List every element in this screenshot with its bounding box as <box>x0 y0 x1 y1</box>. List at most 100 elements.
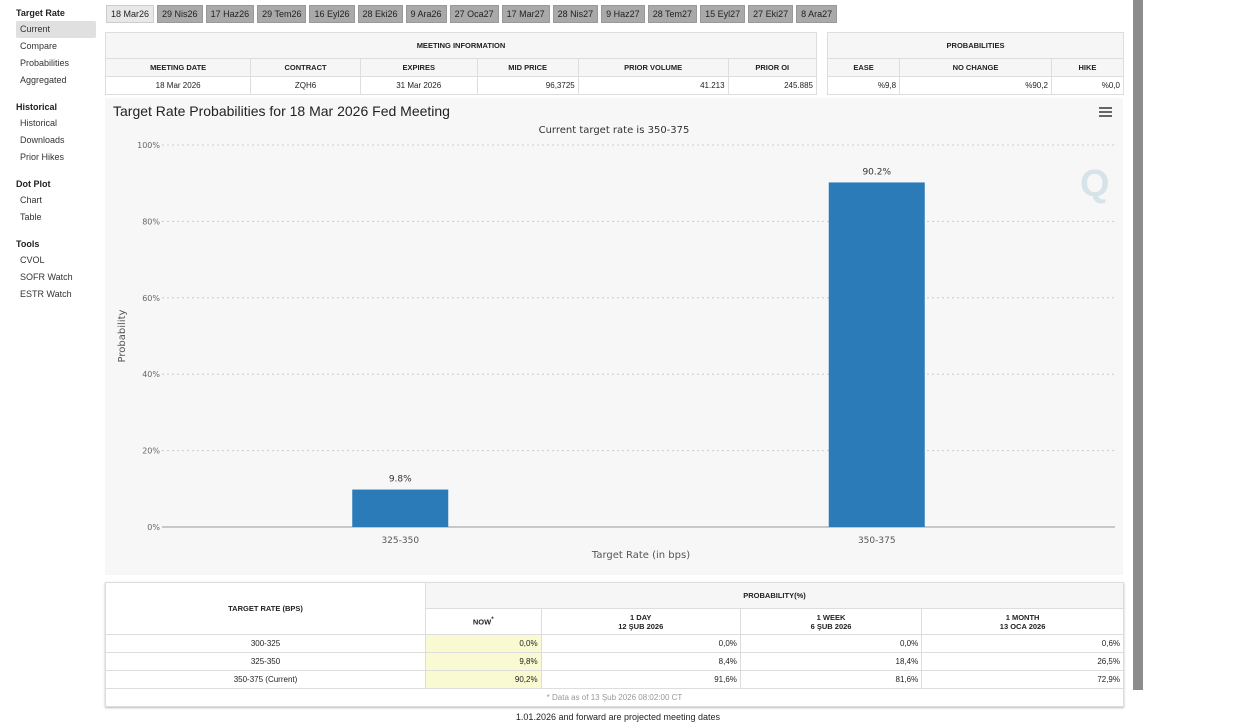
tab-meeting[interactable]: 28 Nis27 <box>552 5 599 23</box>
sidebar-heading: Dot Plot <box>16 179 51 189</box>
period-header: 1 DAY 12 ŞUB 2026 <box>540 608 741 635</box>
y-tick-label: 60% <box>142 294 160 303</box>
tab-meeting[interactable]: 17 Mar27 <box>501 5 550 23</box>
tab-meeting[interactable]: 16 Eyl26 <box>309 5 355 23</box>
tab-meeting[interactable]: 18 Mar26 <box>106 5 155 23</box>
table-row: 325-350 9,8% 8,4% 18,4% 26,5% <box>105 652 1124 671</box>
table-row: 350-375 (Current) 90,2% 91,6% 81,6% 72,9% <box>105 670 1124 689</box>
data-label: 90.2% <box>862 167 891 177</box>
tab-meeting[interactable]: 8 Ara27 <box>796 5 838 23</box>
sidebar-item-prior-hikes[interactable]: Prior Hikes <box>20 152 65 162</box>
sidebar-heading: Target Rate <box>16 8 65 18</box>
probability-cell: 9,8% <box>425 652 542 671</box>
y-axis-label: Probability <box>117 309 128 362</box>
sidebar-item-table[interactable]: Table <box>20 212 42 222</box>
footer-note: 1.01.2026 and forward are projected meet… <box>515 712 721 722</box>
sidebar-item-cvol[interactable]: CVOL <box>20 255 45 265</box>
sidebar-item-aggregated[interactable]: Aggregated <box>20 75 67 85</box>
watermark-logo-icon: Q <box>1080 163 1110 205</box>
sidebar-item-probabilities[interactable]: Probabilities <box>20 58 70 68</box>
tab-meeting[interactable]: 27 Oca27 <box>449 5 499 23</box>
meeting-info-value: 18 Mar 2026 <box>104 76 252 95</box>
probability-cell: 0,0% <box>425 634 542 653</box>
target-rate-header: TARGET RATE (BPS) <box>105 582 426 635</box>
tab-meeting[interactable]: 27 Eki27 <box>748 5 794 23</box>
tab-meeting[interactable]: 9 Haz27 <box>601 5 645 23</box>
tab-meeting[interactable]: 15 Eyl27 <box>700 5 746 23</box>
meeting-tabs: 18 Mar26 29 Nis26 17 Haz26 29 Tem26 16 Eyl26… <box>106 5 838 23</box>
y-tick-label: 40% <box>142 370 160 379</box>
sidebar-item-current[interactable]: Current <box>16 21 96 38</box>
column-header: EASE <box>826 58 901 77</box>
period-date: 12 ŞUB 2026 <box>618 621 664 631</box>
x-tick-label: 325-350 <box>381 536 419 546</box>
column-header: HIKE <box>1050 58 1125 77</box>
probability-cell: 0,6% <box>921 634 1124 653</box>
probability-cell: 91,6% <box>540 670 741 689</box>
probability-value: %9,8 <box>826 76 901 95</box>
menu-icon[interactable] <box>1099 107 1112 117</box>
column-header: EXPIRES <box>359 58 478 77</box>
sidebar-item-compare[interactable]: Compare <box>20 41 58 51</box>
target-rate-cell: 350-375 (Current) <box>105 670 426 689</box>
sidebar-item-estr-watch[interactable]: ESTR Watch <box>20 289 72 299</box>
meeting-info-value: 96,3725 <box>476 76 579 95</box>
period-header: NOW* <box>425 608 542 635</box>
period-label: 1 WEEK <box>816 612 846 622</box>
meeting-info-value: 245.885 <box>727 76 818 95</box>
probability-cell: 0,0% <box>739 634 923 653</box>
probability-cell: 8,4% <box>540 652 741 671</box>
sidebar-heading: Tools <box>16 239 40 249</box>
probability-cell: 90,2% <box>425 670 542 689</box>
tab-meeting[interactable]: 17 Haz26 <box>205 5 255 23</box>
period-label: 1 MONTH <box>1005 612 1040 622</box>
chart-subtitle: Current target rate is 350-375 <box>539 125 690 136</box>
period-date: 6 ŞUB 2026 <box>810 621 852 631</box>
tab-meeting[interactable]: 29 Tem26 <box>257 5 307 23</box>
probability-value: %90,2 <box>899 76 1052 95</box>
y-tick-label: 20% <box>142 447 160 456</box>
y-tick-label: 0% <box>147 523 160 532</box>
tab-meeting[interactable]: 9 Ara26 <box>405 5 447 23</box>
asterisk: * <box>491 616 494 624</box>
tab-meeting[interactable]: 28 Tem27 <box>647 5 698 23</box>
probability-cell: 72,9% <box>921 670 1124 689</box>
sidebar: Target Rate Current Compare Probabilities Ag… <box>0 0 100 303</box>
tab-meeting[interactable]: 28 Eki26 <box>357 5 403 23</box>
sidebar-item-downloads[interactable]: Downloads <box>20 135 65 145</box>
period-label: 1 DAY <box>630 612 652 622</box>
scrollbar[interactable] <box>1133 0 1143 690</box>
y-tick-label: 80% <box>142 217 160 226</box>
sidebar-heading: Historical <box>16 102 58 112</box>
probability-cell: 0,0% <box>540 634 741 653</box>
target-rate-cell: 300-325 <box>105 634 426 653</box>
x-tick-label: 350-375 <box>858 536 896 546</box>
period-header: 1 MONTH 13 OCA 2026 <box>921 608 1124 635</box>
sidebar-item-chart[interactable]: Chart <box>20 195 43 205</box>
probability-history-table: TARGET RATE (BPS) PROBABILITY(%) NOW* 1 D… <box>105 582 1124 707</box>
probability-value: %0,0 <box>1050 76 1125 95</box>
sidebar-item-historical[interactable]: Historical <box>20 118 58 128</box>
tab-meeting[interactable]: 29 Nis26 <box>157 5 203 23</box>
column-header: MID PRICE <box>476 58 579 77</box>
bar-chart: Target Rate Probabilities for 18 Mar 202… <box>113 103 1115 561</box>
data-label: 9.8% <box>389 475 412 485</box>
meeting-info-value: ZQH6 <box>250 76 361 95</box>
probability-group-header: PROBABILITY(%) <box>425 582 1124 609</box>
meeting-information-table: MEETING INFORMATION MEETING DATE CONTRACT… <box>104 32 818 95</box>
bar <box>352 489 449 527</box>
period-header: 1 WEEK 6 ŞUB 2026 <box>739 608 923 635</box>
data-as-of-note: * Data as of 13 Şub 2026 08:02:00 CT <box>105 688 1124 707</box>
probabilities-table: PROBABILITIES EASE NO CHANGE HIKE %9,8 %90,2… <box>826 32 1125 95</box>
column-header: MEETING DATE <box>104 58 252 77</box>
probability-cell: 26,5% <box>921 652 1124 671</box>
probability-cell: 81,6% <box>739 670 923 689</box>
period-date: 13 OCA 2026 <box>999 621 1046 631</box>
meeting-info-value: 41.213 <box>577 76 729 95</box>
target-rate-cell: 325-350 <box>105 652 426 671</box>
sidebar-item-sofr-watch[interactable]: SOFR Watch <box>20 272 73 282</box>
meeting-info-title: MEETING INFORMATION <box>105 32 817 59</box>
x-axis-label: Target Rate (in bps) <box>591 550 690 561</box>
table-row: 300-325 0,0% 0,0% 0,0% 0,6% <box>105 634 1124 653</box>
probability-cell: 18,4% <box>739 652 923 671</box>
